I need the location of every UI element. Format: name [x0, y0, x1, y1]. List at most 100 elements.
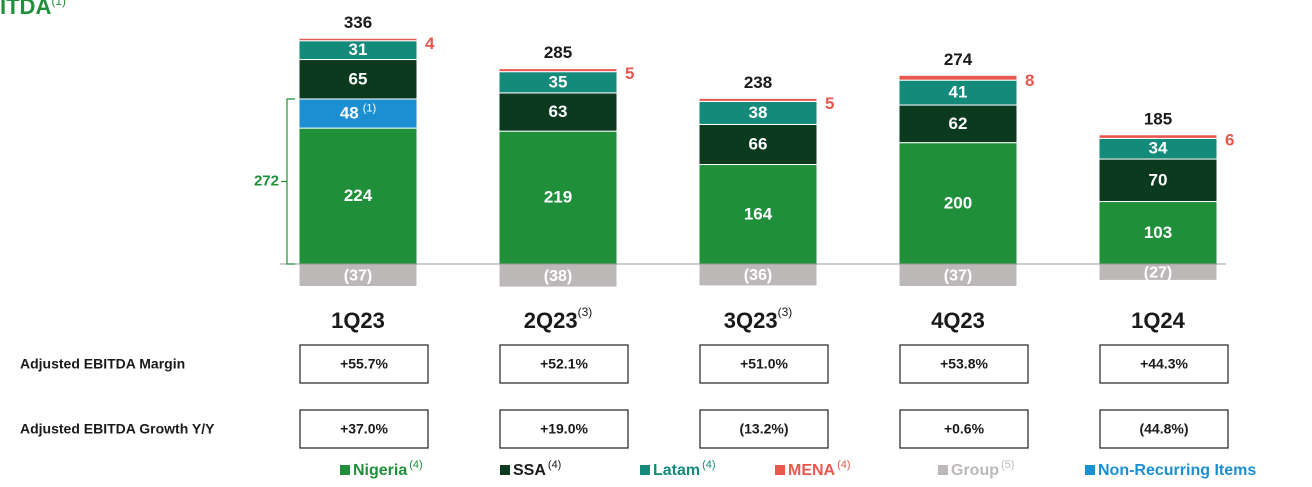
segment-label: 63: [549, 103, 568, 122]
legend-name: Non-Recurring Items: [1098, 462, 1256, 479]
legend-label: SSA (4): [513, 459, 561, 479]
bar-segment: [1098, 134, 1218, 139]
category-name: 4Q23: [931, 308, 985, 333]
category-name: 1Q23: [331, 308, 385, 333]
segment-label: 48 (1): [340, 102, 376, 123]
metric-value: +44.3%: [1140, 356, 1188, 372]
segment-label: 31: [349, 41, 368, 60]
legend-name: MENA: [788, 462, 836, 479]
segment-value: 103: [1144, 223, 1172, 242]
metric-box: [299, 344, 429, 384]
segment-label: 164: [744, 205, 773, 224]
legend-note: (4): [409, 459, 422, 471]
bar-segment: [298, 37, 418, 42]
segment-label: (36): [744, 267, 772, 284]
total-label: 336: [344, 13, 372, 32]
legend-swatch: [938, 465, 948, 475]
legend-name: Latam: [653, 462, 700, 479]
segment-value: 38: [749, 103, 768, 122]
total-label: 238: [744, 73, 772, 92]
metric-value: (44.8%): [1139, 421, 1188, 437]
legend-name: SSA: [513, 462, 546, 479]
segment-label: 62: [949, 114, 968, 133]
total-label: 274: [944, 50, 973, 69]
category-label: 2Q23(3): [524, 305, 593, 333]
legend-swatch: [500, 465, 510, 475]
bar-segment: [1098, 158, 1218, 203]
segment-value: 63: [549, 103, 568, 122]
metric-box: [1099, 344, 1229, 384]
segment-value: 31: [349, 41, 368, 60]
bar-segment: [898, 74, 1018, 81]
segment-label: 66: [749, 135, 768, 154]
segment-label: (37): [344, 267, 372, 284]
category-label: 1Q23: [331, 308, 385, 333]
metric-value: +19.0%: [540, 421, 588, 437]
metric-value: +0.6%: [944, 421, 985, 437]
segment-label: 34: [1149, 139, 1168, 158]
bar-segment: [498, 68, 618, 73]
metric-value: +55.7%: [340, 356, 388, 372]
metric-value: +37.0%: [340, 421, 388, 437]
category-note: (3): [778, 305, 793, 319]
segment-value: 224: [344, 187, 373, 206]
legend-swatch: [1085, 465, 1095, 475]
segment-value: 62: [949, 114, 968, 133]
title-note: (1): [51, 0, 66, 8]
segment-value: 65: [349, 70, 368, 89]
legend-label: Group (5): [951, 459, 1014, 479]
metric-box: [1099, 409, 1229, 449]
bracket: [281, 98, 295, 265]
segment-note: (1): [363, 102, 376, 114]
bar-segment: [298, 127, 418, 265]
legend-label: MENA (4): [788, 459, 851, 479]
category-label: 3Q23(3): [724, 305, 793, 333]
segment-label: (27): [1144, 264, 1172, 281]
segment-label: 200: [944, 194, 972, 213]
bar-segment: [1098, 201, 1218, 265]
segment-value: 200: [944, 194, 972, 213]
bar-segment: [898, 104, 1018, 144]
legend-label: Latam (4): [653, 459, 716, 479]
legend-note: (4): [837, 459, 850, 471]
segment-label: 65: [349, 70, 368, 89]
legend-swatch: [340, 465, 350, 475]
metric-box: [899, 409, 1029, 449]
segment-label: 70: [1149, 171, 1168, 190]
segment-label: 8: [1025, 71, 1034, 90]
row-label: Adjusted EBITDA Margin: [20, 356, 185, 372]
total-label: 285: [544, 43, 572, 62]
category-name: 1Q24: [1131, 308, 1186, 333]
legend-note: (4): [548, 459, 561, 471]
segment-label: 4: [425, 34, 435, 53]
total-label: 185: [1144, 109, 1172, 128]
bar-segment: [298, 98, 418, 129]
metric-box: [299, 409, 429, 449]
segment-label: (37): [944, 267, 972, 284]
segment-label: 5: [825, 94, 834, 113]
category-name: 3Q23: [724, 308, 778, 333]
segment-value: 34: [1149, 139, 1168, 158]
segment-label: 224: [344, 187, 373, 206]
metric-box: [499, 344, 629, 384]
segment-value: 164: [744, 205, 773, 224]
segment-label: 103: [1144, 223, 1172, 242]
legend-label: Non-Recurring Items: [1098, 462, 1256, 479]
legend-note: (5): [1001, 459, 1014, 471]
category-name: 2Q23: [524, 308, 578, 333]
metric-value: (13.2%): [739, 421, 788, 437]
segment-label: 6: [1225, 130, 1234, 149]
segment-value: 66: [749, 135, 768, 154]
title-text: ITDA: [0, 0, 51, 19]
bracket-label: 272: [254, 172, 279, 189]
metric-box: [499, 409, 629, 449]
bar-segment: [298, 59, 418, 100]
segment-value: 48: [340, 104, 359, 123]
bar-segment: [698, 164, 818, 265]
bar-segment: [898, 142, 1018, 265]
category-label: 4Q23: [931, 308, 985, 333]
segment-value: 41: [949, 83, 968, 102]
segment-label: 38: [749, 103, 768, 122]
segment-value: 35: [549, 73, 568, 92]
